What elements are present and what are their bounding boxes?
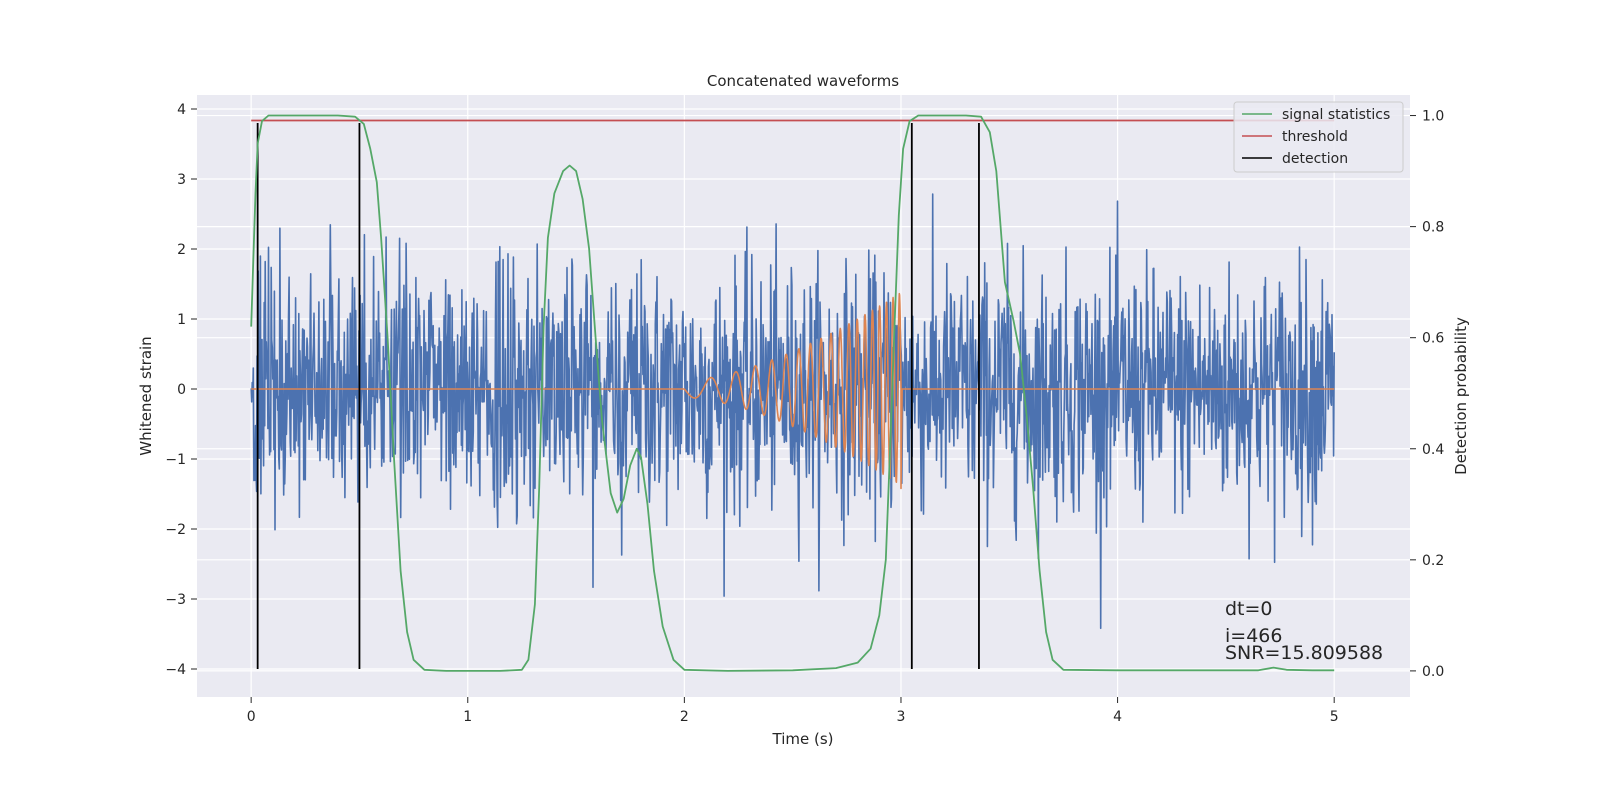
x-tick-label: 0: [247, 709, 256, 725]
legend-label-threshold: threshold: [1282, 129, 1348, 145]
y2-tick-label: 0.6: [1422, 331, 1444, 347]
whitened-strain-line: [250, 193, 1335, 630]
detection-series: [256, 123, 980, 669]
y-tick-label: 0: [177, 382, 186, 398]
y-tick-label: −1: [165, 452, 186, 468]
y-tick-label: −4: [165, 662, 186, 678]
annotation-snr: SNR=15.809588: [1225, 642, 1383, 664]
template-waveform-line: [251, 292, 1335, 490]
y2-axis-label: Detection probability: [1452, 317, 1470, 475]
x-axis-label: Time (s): [772, 730, 834, 748]
legend: signal statistics threshold detection: [1233, 101, 1404, 173]
legend-label-signal-statistics: signal statistics: [1282, 107, 1390, 123]
axes-ticks: 0 1 2 3 4 5 −4 −3 −2 −1 0 1 2 3 4 0.0 0.2 0.4 0.6 0.8 1.0: [165, 102, 1444, 725]
y-axis-label: Whitened strain: [137, 336, 155, 455]
y-tick-label: 3: [177, 172, 186, 188]
y-tick-label: 1: [177, 312, 186, 328]
annotation-index: i=466: [1225, 625, 1282, 647]
y2-tick-label: 0.4: [1422, 442, 1444, 458]
x-tick-label: 4: [1113, 709, 1122, 725]
whitened-strain-series: [250, 193, 1335, 630]
y2-tick-label: 1.0: [1422, 109, 1444, 125]
y-tick-label: 4: [177, 102, 186, 118]
x-tick-label: 3: [897, 709, 906, 725]
annotation-dt: dt=0: [1225, 598, 1273, 620]
y-tick-label: −2: [165, 522, 186, 538]
legend-frame: [1233, 101, 1404, 173]
signal-statistics-line: [250, 114, 1335, 672]
x-tick-label: 2: [680, 709, 689, 725]
signal-statistics-series: [250, 114, 1335, 672]
legend-label-detection: detection: [1282, 151, 1348, 167]
template-waveform-series: [251, 292, 1335, 490]
y-tick-label: 2: [177, 242, 186, 258]
y2-tick-label: 0.0: [1422, 664, 1444, 680]
y2-tick-label: 0.2: [1422, 553, 1444, 569]
y-tick-label: −3: [165, 592, 186, 608]
chart-title: Concatenated waveforms: [707, 72, 899, 90]
y2-tick-label: 0.8: [1422, 220, 1444, 236]
x-tick-label: 1: [463, 709, 472, 725]
x-tick-label: 5: [1330, 709, 1339, 725]
